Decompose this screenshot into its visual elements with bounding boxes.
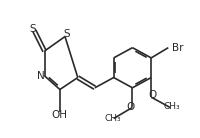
Text: O: O bbox=[149, 91, 157, 100]
Text: CH₃: CH₃ bbox=[163, 102, 180, 111]
Text: CH₃: CH₃ bbox=[104, 114, 121, 123]
Text: OH: OH bbox=[52, 110, 68, 120]
Text: S: S bbox=[63, 29, 70, 39]
Text: N: N bbox=[37, 71, 45, 81]
Text: O: O bbox=[126, 102, 134, 112]
Text: Br: Br bbox=[172, 43, 184, 53]
Text: S: S bbox=[29, 24, 36, 34]
